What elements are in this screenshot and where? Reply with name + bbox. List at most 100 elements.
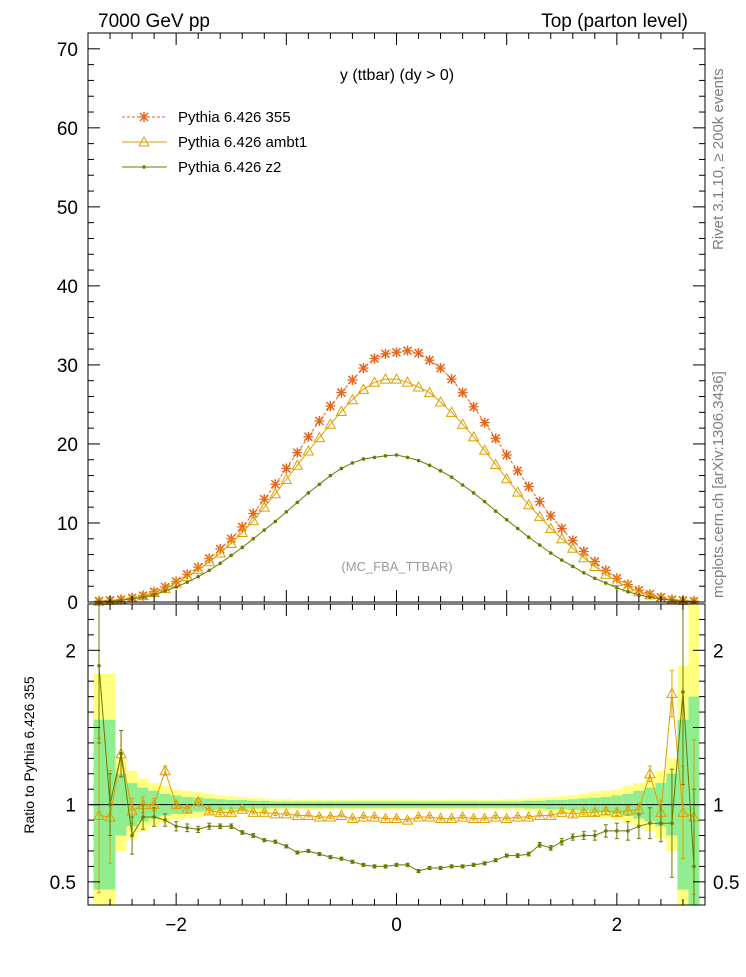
main-point <box>534 496 545 507</box>
ratio-point <box>423 810 436 822</box>
ratio-ytick-label-right: 1 <box>713 796 724 817</box>
main-point <box>391 347 402 358</box>
ratio-point <box>159 764 171 776</box>
main-point <box>566 542 579 553</box>
ratio-ytick-label-right: 0.5 <box>713 873 739 894</box>
main-point <box>273 519 278 524</box>
energy-label: 7000 GeV pp <box>98 11 210 32</box>
legend-marker-ambt1-shape <box>138 135 150 147</box>
ratio-point <box>670 821 674 825</box>
ratio-ytick-label-left: 1 <box>65 796 76 817</box>
main-point <box>251 536 256 541</box>
ratio-ylabel: Ratio to Pythia 6.426 355 <box>21 676 37 833</box>
ratio-point <box>302 809 315 820</box>
ratio-point <box>533 809 546 820</box>
ratio-point <box>251 833 256 838</box>
main-point <box>141 595 145 600</box>
ratio-point <box>390 812 403 824</box>
ratio-point <box>611 806 623 817</box>
main-point <box>306 491 311 495</box>
ratio-point <box>489 810 502 822</box>
ratio-point <box>240 830 245 835</box>
main-point <box>152 593 156 597</box>
ratio-point <box>615 829 619 833</box>
main-point <box>214 546 227 558</box>
main-point <box>490 433 501 444</box>
main-point <box>357 383 370 394</box>
ratio-point <box>471 863 476 867</box>
main-point <box>185 580 189 585</box>
ratio-point <box>394 863 399 867</box>
main-point <box>416 458 421 463</box>
main-point <box>599 568 612 579</box>
main-point <box>368 376 381 387</box>
ratio-point <box>328 855 333 859</box>
ratio-point <box>633 803 645 814</box>
main-point <box>423 386 436 398</box>
ratio-point <box>247 806 260 817</box>
main-point <box>427 463 432 468</box>
ratio-point <box>170 798 182 810</box>
main-point <box>248 508 259 519</box>
main-point <box>302 445 315 456</box>
main-point <box>346 393 359 405</box>
main-point <box>545 510 556 521</box>
analysis-label: (MC_FBA_TTBAR) <box>341 559 452 574</box>
ratio-point <box>593 833 597 838</box>
main-point <box>604 581 608 585</box>
ratio-point <box>284 844 289 849</box>
ratio-point <box>306 849 311 853</box>
ratio-point <box>522 810 535 822</box>
ratio-point <box>677 806 689 817</box>
legend-marker-355-shape <box>139 112 149 122</box>
main-point <box>325 401 336 412</box>
main-point <box>280 473 293 485</box>
ratio-point <box>317 852 322 856</box>
ratio-point <box>203 804 216 816</box>
main-point <box>434 396 447 407</box>
legend-label-z2: Pythia 6.426 z2 <box>178 159 281 176</box>
ratio-point <box>207 824 211 829</box>
ratio-point <box>493 858 498 863</box>
main-point <box>438 469 443 473</box>
rivet-label: Rivet 3.1.10, ≥ 200k events <box>710 68 727 250</box>
ratio-panel: 0.5 0.5 1 1 2 2 −2 0 2 <box>50 603 739 936</box>
main-point <box>225 537 238 549</box>
main-point <box>445 406 458 417</box>
main-ytick-label: 10 <box>57 514 78 535</box>
main-ytick-label: 40 <box>57 277 78 298</box>
ratio-point <box>401 814 414 825</box>
ratio-point <box>368 810 381 822</box>
main-point <box>670 598 674 603</box>
ratio-point <box>346 812 359 824</box>
ratio-point <box>372 864 377 869</box>
ratio-point <box>324 810 337 822</box>
main-point <box>402 345 413 356</box>
ratio-point <box>416 869 421 873</box>
main-point <box>372 455 377 460</box>
ratio-point <box>555 806 568 817</box>
ratio-point <box>412 810 425 822</box>
ratio-point <box>622 804 634 816</box>
main-panel: 0 10 20 30 40 50 60 70 <box>57 32 706 614</box>
main-point <box>229 553 234 558</box>
ratio-point <box>174 824 178 829</box>
ratio-point <box>181 803 194 814</box>
main-ytick-label: 60 <box>57 119 78 140</box>
ratio-point <box>427 866 432 870</box>
main-point <box>482 499 487 504</box>
main-point <box>533 510 546 522</box>
ratio-point <box>269 807 282 819</box>
ratio-point <box>93 809 105 820</box>
main-point <box>291 459 304 470</box>
ratio-point <box>335 809 348 820</box>
ratio-point <box>482 861 487 866</box>
main-point <box>174 585 178 589</box>
main-point <box>501 450 512 461</box>
main-point <box>405 455 410 460</box>
main-point <box>467 430 480 442</box>
ratio-point <box>357 810 370 822</box>
main-point <box>361 457 366 461</box>
ratio-point <box>313 810 326 822</box>
main-point <box>456 418 469 429</box>
